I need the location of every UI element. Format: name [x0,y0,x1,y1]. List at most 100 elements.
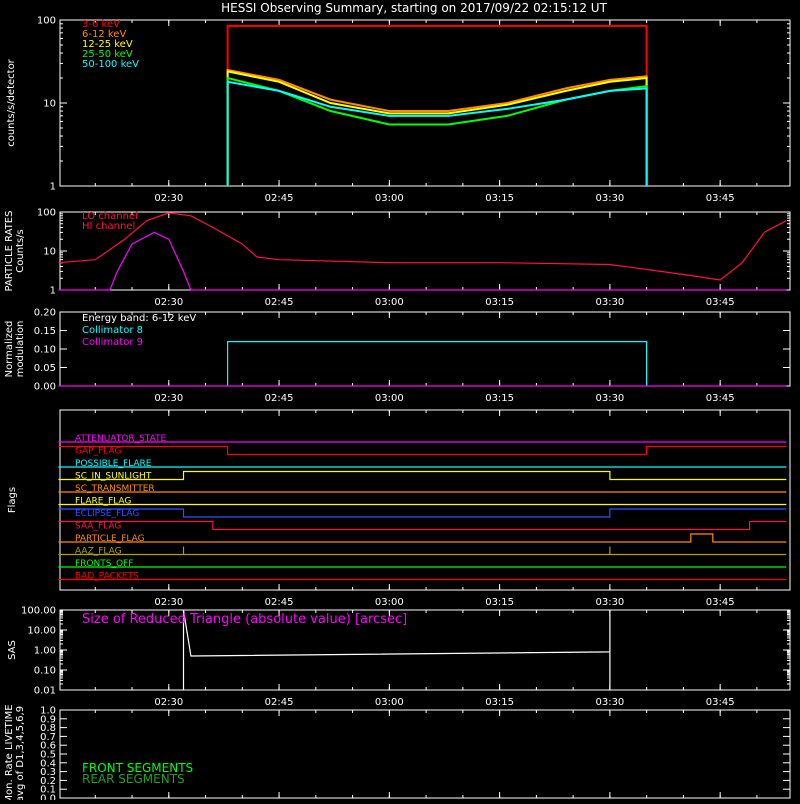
legend-entry: 12-25 keV [82,39,133,50]
y-tick-label: 0.1 [40,785,56,796]
flag-label: SC_TRANSMITTER [75,484,155,494]
x-tick-label: 03:45 [706,697,735,708]
panel-livetime: 0.00.10.20.30.40.50.60.70.80.91.0 Mon. Ra… [4,704,791,804]
x-tick-label: 03:00 [375,697,404,708]
y-tick-label: 0.7 [40,732,56,743]
legend-entry: HI channel [82,221,135,232]
x-tick-label: 03:00 [375,393,404,404]
x-tick-label: 03:30 [595,393,624,404]
flag-line-aaz-flag [58,546,787,556]
x-tick-label: 03:00 [375,297,404,308]
x-tick-label: 03:15 [485,393,514,404]
page-title: HESSI Observing Summary, starting on 201… [221,1,607,15]
legend-entry: LO channel [82,211,138,222]
y-tick-label: 0.4 [40,758,56,769]
x-tick-label: 03:30 [595,297,624,308]
x-tick-label: 03:45 [706,297,735,308]
y-tick-label: 100 [37,208,56,219]
series-line-12-25-kev [226,70,648,186]
legend-entry: FRONT SEGMENTS [82,761,193,775]
y-tick-label: 1.0 [40,706,56,717]
legend-entry: 6-12 keV [82,29,126,40]
x-tick-label: 02:45 [265,193,294,204]
panel-flags: 02:30 02:45 03:00 03:15 03:30 03:45 Flags ATTEN… [7,409,791,608]
y-tick-label: 0.8 [40,723,56,734]
y-tick-label: 100 [37,16,56,27]
y-tick-label: 0.2 [40,776,56,787]
chart-annotation: Size of Reduced Triangle (absolute value… [82,612,407,627]
y-tick-label: 0.5 [40,750,56,761]
y-tick-label: 0.10 [34,345,56,356]
y-tick-label: 0.05 [34,363,56,374]
flag-line-saa-flag [58,520,787,531]
y-tick-label: 1 [50,182,56,193]
flag-label: POSSIBLE_FLARE [75,459,152,469]
x-tick-label: 02:30 [154,393,183,404]
series-line-3-6-kev [226,24,648,186]
flag-label: FRONTS_OFF [75,559,133,569]
y-tick-label: 0.10 [34,666,56,677]
series-line-collimator-8 [227,341,648,386]
x-tick-label: 03:45 [706,193,735,204]
legend-entry: Collimator 8 [82,325,143,336]
flag-line-sc-in-sunlight [58,470,787,481]
x-tick-label: 02:30 [154,193,183,204]
flag-line-gap-flag [58,445,787,456]
flag-line-eclipse-flag [58,508,787,518]
series-line-sas [182,609,611,690]
y-tick-label: 0.3 [40,767,56,778]
legend-entry: REAR SEGMENTS [82,772,185,786]
legend-entry: 3-6 keV [82,19,120,30]
flag-label: SAA_FLAG [75,522,121,532]
chart-annotation: Energy band: 6-12 keV [82,313,196,324]
series-line-50-100-kev [226,80,648,186]
plot-frame [59,409,791,591]
x-tick-label: 03:15 [485,697,514,708]
panel-sas: 02:30 02:45 03:00 03:15 03:30 03:45 0.01 0.10 1.… [7,606,791,708]
y-tick-label: 1.00 [34,646,56,657]
legend-entry: 25-50 keV [82,49,133,60]
flag-label: GAP_FLAG [75,447,121,457]
x-tick-label: 03:30 [595,597,624,608]
y-axis-label: Flags [7,487,18,513]
y-tick-label: 0.15 [34,326,56,337]
x-tick-label: 03:15 [485,597,514,608]
x-tick-label: 03:45 [706,393,735,404]
x-tick-label: 03:00 [375,597,404,608]
y-tick-label: 0.00 [34,382,56,393]
y-axis-label: counts/s/detector [6,58,17,146]
x-tick-label: 03:00 [375,193,404,204]
y-tick-label: 10 [43,247,56,258]
x-tick-label: 02:45 [265,697,294,708]
plot-frame [59,211,791,291]
flag-line-particle-flag [58,533,787,543]
y-axis-label: PARTICLE RATESCounts/s [4,211,26,292]
flag-label: FLARE_FLAG [75,497,131,507]
legend-entry: Collimator 9 [82,337,143,348]
x-tick-label: 02:30 [154,597,183,608]
x-tick-label: 03:30 [595,697,624,708]
series-line-hi-channel [58,231,787,291]
y-tick-label: 100.00 [21,606,56,617]
y-tick-label: 0.6 [40,741,56,752]
legend-entry: 50-100 keV [82,59,139,70]
flag-label: PARTICLE_FLAG [75,534,145,544]
y-tick-label: 0.0 [40,794,56,801]
y-tick-label: 0.20 [34,308,56,319]
series-line-6-12-kev [226,68,648,186]
x-tick-label: 02:30 [154,297,183,308]
series-line-lo-channel [58,212,787,281]
flag-label: ATTENUATOR_STATE [75,434,167,444]
y-tick-label: 0.01 [34,686,56,697]
x-tick-label: 02:45 [265,597,294,608]
y-axis-label: SAS [7,640,18,660]
y-axis-label: Mon. Rate LIVETIMEavg of D1,3,4,5,6,9 [4,704,26,800]
flag-label: SC_IN_SUNLIGHT [75,472,152,482]
x-tick-label: 02:30 [154,697,183,708]
panel-modulation: 02:30 02:45 03:00 03:15 03:30 03:45 0.00 0.05 0.… [4,308,791,404]
x-tick-label: 02:45 [265,393,294,404]
flag-label: ECLIPSE_FLAG [75,509,139,519]
x-tick-label: 03:45 [706,597,735,608]
